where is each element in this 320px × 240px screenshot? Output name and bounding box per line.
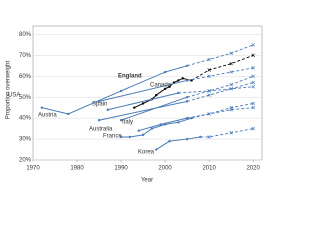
point bbox=[185, 79, 189, 82]
point bbox=[168, 139, 171, 143]
series-label: England bbox=[118, 74, 142, 80]
projection-line bbox=[178, 86, 254, 94]
projection-point bbox=[207, 135, 211, 139]
point bbox=[97, 100, 101, 103]
x-tick-label: 2000 bbox=[158, 166, 172, 172]
projection-point bbox=[229, 51, 233, 55]
projection-point bbox=[251, 80, 255, 85]
projection-point bbox=[207, 68, 211, 72]
series-line bbox=[98, 100, 188, 121]
projection-point bbox=[229, 61, 233, 66]
point bbox=[137, 129, 140, 132]
point bbox=[119, 119, 123, 122]
point bbox=[185, 116, 189, 120]
point bbox=[141, 133, 145, 137]
projection-point bbox=[207, 89, 211, 93]
point bbox=[150, 127, 154, 130]
point bbox=[185, 100, 189, 103]
projection-point bbox=[251, 101, 255, 106]
point bbox=[119, 89, 123, 93]
projection-point bbox=[251, 74, 255, 78]
x-tick-label: 1990 bbox=[114, 166, 128, 172]
series-line bbox=[156, 136, 201, 150]
point bbox=[177, 79, 180, 82]
point bbox=[155, 93, 158, 97]
point bbox=[177, 91, 180, 95]
point bbox=[133, 106, 136, 109]
point bbox=[106, 108, 110, 111]
projection-line bbox=[191, 103, 254, 119]
series-label: Australia bbox=[89, 127, 113, 133]
projection-point bbox=[229, 82, 233, 87]
series-label: Canada bbox=[150, 83, 172, 89]
point bbox=[40, 106, 44, 109]
projection-point bbox=[207, 57, 211, 62]
chart: Proportion overweight Year 20% 30% 40% 50% 6… bbox=[6, 25, 263, 184]
series-line bbox=[98, 79, 188, 102]
point bbox=[185, 137, 189, 141]
series-label: France bbox=[103, 134, 122, 140]
projection-point bbox=[251, 66, 255, 70]
point bbox=[163, 87, 167, 91]
series-label: Korea bbox=[138, 150, 155, 156]
projection-line bbox=[191, 54, 254, 81]
point bbox=[163, 123, 167, 126]
projection-line bbox=[200, 128, 254, 138]
series-label: USA bbox=[8, 93, 20, 99]
point bbox=[159, 123, 162, 126]
y-tick-label: 50% bbox=[19, 95, 32, 101]
point bbox=[190, 116, 193, 120]
y-tick-label: 30% bbox=[19, 137, 32, 143]
point bbox=[141, 102, 145, 105]
series-label: Italy bbox=[122, 120, 133, 126]
x-tick-label: 2010 bbox=[202, 166, 216, 172]
projection-point bbox=[229, 105, 233, 110]
point bbox=[181, 77, 184, 80]
projection-line bbox=[187, 67, 254, 81]
point bbox=[163, 70, 167, 74]
projection-point bbox=[207, 74, 211, 78]
projection-point bbox=[207, 112, 211, 116]
projection-line bbox=[187, 44, 254, 67]
point bbox=[67, 112, 70, 116]
point bbox=[97, 119, 101, 122]
projection-point bbox=[207, 93, 211, 97]
projection-point bbox=[251, 126, 255, 131]
point bbox=[155, 148, 158, 151]
series-line bbox=[138, 117, 188, 132]
projection-point bbox=[251, 105, 255, 110]
projection-line bbox=[187, 75, 254, 98]
x-tick-label: 2020 bbox=[247, 166, 261, 172]
y-tick-label: 70% bbox=[19, 53, 32, 59]
projection-line bbox=[187, 107, 254, 119]
y-tick-label: 60% bbox=[19, 74, 32, 80]
point bbox=[185, 95, 189, 99]
point bbox=[199, 135, 202, 139]
plot-frame bbox=[32, 25, 263, 161]
y-tick-label: 40% bbox=[19, 116, 32, 122]
projection-point bbox=[251, 84, 255, 89]
series-line bbox=[107, 92, 179, 111]
projection-point bbox=[251, 53, 255, 58]
series-label: Austria bbox=[38, 113, 57, 119]
series-line bbox=[120, 96, 188, 121]
point bbox=[168, 85, 171, 88]
projection-point bbox=[229, 70, 233, 74]
x-axis-label: Year bbox=[141, 178, 153, 184]
series-line bbox=[134, 77, 192, 109]
projection-point bbox=[229, 87, 233, 91]
x-tick-label: 1970 bbox=[26, 166, 40, 172]
point bbox=[177, 121, 180, 124]
point bbox=[119, 135, 123, 139]
y-tick-label: 20% bbox=[19, 158, 32, 164]
projection-point bbox=[251, 43, 255, 47]
y-tick-label: 80% bbox=[19, 32, 32, 38]
y-axis-label: Proportion overweight bbox=[6, 60, 12, 119]
projection-point bbox=[229, 131, 233, 135]
point bbox=[128, 135, 132, 139]
series-label: Spain bbox=[92, 102, 107, 108]
projection-line bbox=[187, 82, 254, 102]
point bbox=[185, 64, 189, 67]
x-tick-label: 1980 bbox=[70, 166, 84, 172]
